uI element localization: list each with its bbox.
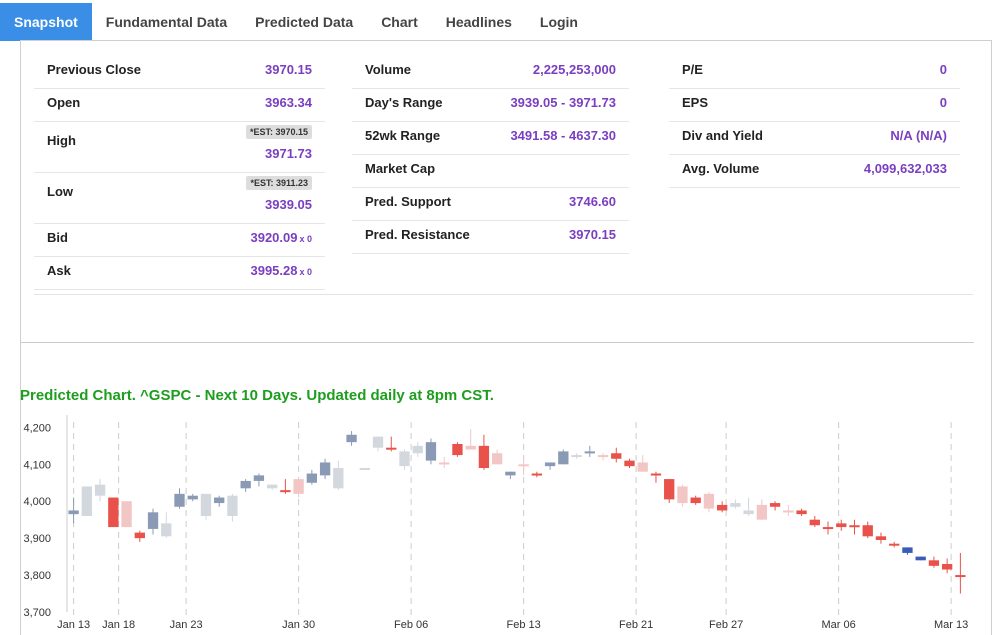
- quote-label: Ask: [47, 263, 71, 278]
- quote-label: Open: [47, 95, 81, 110]
- quote-value-text: 0: [939, 95, 947, 110]
- quote-label: Volume: [365, 62, 411, 77]
- quote-row: 52wk Range 3491.58 - 4637.30: [352, 121, 629, 155]
- tab-predicted-data[interactable]: Predicted Data: [255, 14, 354, 30]
- quote-value: 0: [940, 62, 947, 77]
- quote-value-text: 3920.09: [250, 230, 298, 245]
- quote-row: Pred. Resistance 3970.15: [352, 220, 629, 254]
- estimate-badge: *EST: 3911.23: [246, 176, 312, 190]
- tab-headlines[interactable]: Headlines: [445, 14, 512, 30]
- quote-row: Bid 3920.09 x 0: [34, 223, 325, 257]
- quote-size: x 0: [299, 267, 312, 277]
- quote-value: 3939.05: [265, 197, 312, 212]
- quote-value: 3920.09 x 0: [250, 230, 312, 245]
- quote-value-text: 3939.05 - 3971.73: [510, 95, 616, 110]
- quote-row: Pred. Support 3746.60: [352, 187, 629, 221]
- quote-row: P/E 0: [669, 55, 960, 89]
- quote-label: Pred. Resistance: [365, 227, 470, 242]
- quote-value: 3491.58 - 4637.30: [510, 128, 616, 143]
- quote-value-text: 3970.15: [569, 227, 616, 242]
- quote-row: Div and Yield N/A (N/A): [669, 121, 960, 155]
- quote-label: EPS: [682, 95, 709, 110]
- quote-row: Ask 3995.28 x 0: [34, 256, 325, 290]
- quote-value: 3995.28 x 0: [250, 263, 312, 278]
- quote-row: Previous Close 3970.15: [34, 55, 325, 89]
- quote-value: N/A (N/A): [890, 128, 947, 143]
- tab-snapshot[interactable]: Snapshot: [0, 3, 92, 41]
- quote-label: Previous Close: [47, 62, 141, 77]
- quote-row: Market Cap: [352, 154, 629, 188]
- quote-label: P/E: [682, 62, 703, 77]
- quote-row: Open 3963.34: [34, 88, 325, 122]
- quote-label: Low: [47, 184, 73, 199]
- quote-value-text: 3939.05: [265, 197, 312, 212]
- quote-value-text: 3963.34: [265, 95, 312, 110]
- quote-row: Volume 2,225,253,000: [352, 55, 629, 89]
- quote-value-text: N/A (N/A): [890, 128, 947, 143]
- quote-value: 4,099,632,033: [864, 161, 947, 176]
- quote-row: Avg. Volume 4,099,632,033: [669, 154, 960, 188]
- quote-label: High: [47, 133, 76, 148]
- quote-value: 0: [940, 95, 947, 110]
- quote-value: 2,225,253,000: [533, 62, 616, 77]
- quote-value-text: 3491.58 - 4637.30: [510, 128, 616, 143]
- quote-label: 52wk Range: [365, 128, 441, 143]
- quote-size: x 0: [299, 234, 312, 244]
- tab-bar: Snapshot Fundamental Data Predicted Data Ch…: [0, 3, 997, 41]
- quote-value-text: 3746.60: [569, 194, 616, 209]
- quote-value-text: 0: [939, 62, 947, 77]
- quote-row: EPS 0: [669, 88, 960, 122]
- quote-row: High *EST: 3970.15 3971.73: [34, 121, 325, 173]
- quote-label: Div and Yield: [682, 128, 763, 143]
- quote-value: 3963.34: [265, 95, 312, 110]
- quote-value-text: 2,225,253,000: [532, 62, 616, 77]
- quote-label: Day's Range: [365, 95, 443, 110]
- quote-label: Pred. Support: [365, 194, 451, 209]
- quote-value-text: 3970.15: [265, 62, 312, 77]
- quote-row: Low *EST: 3911.23 3939.05: [34, 172, 325, 224]
- divider: [34, 294, 973, 295]
- quote-value-text: 3995.28: [250, 263, 298, 278]
- tab-chart[interactable]: Chart: [381, 14, 418, 30]
- quote-label: Market Cap: [365, 161, 436, 176]
- quote-value: 3970.15: [265, 62, 312, 77]
- quote-value-text: 3971.73: [265, 146, 312, 161]
- estimate-badge: *EST: 3970.15: [245, 125, 312, 139]
- quote-value: 3746.60: [569, 194, 616, 209]
- quote-value-text: 4,099,632,033: [863, 161, 947, 176]
- quote-label: Bid: [47, 230, 68, 245]
- tab-login[interactable]: Login: [539, 14, 578, 30]
- quote-value: 3970.15: [569, 227, 616, 242]
- quote-value: 3971.73: [265, 146, 312, 161]
- content-panel: Previous Close 3970.15 Open 3963.34 High *EST…: [20, 40, 992, 635]
- divider: [21, 342, 974, 343]
- quote-value: 3939.05 - 3971.73: [510, 95, 616, 110]
- chart-title: Predicted Chart. ^GSPC - Next 10 Days. U…: [20, 387, 494, 404]
- quote-label: Avg. Volume: [682, 161, 760, 176]
- quote-row: Day's Range 3939.05 - 3971.73: [352, 88, 629, 122]
- tab-fundamental-data[interactable]: Fundamental Data: [105, 14, 228, 30]
